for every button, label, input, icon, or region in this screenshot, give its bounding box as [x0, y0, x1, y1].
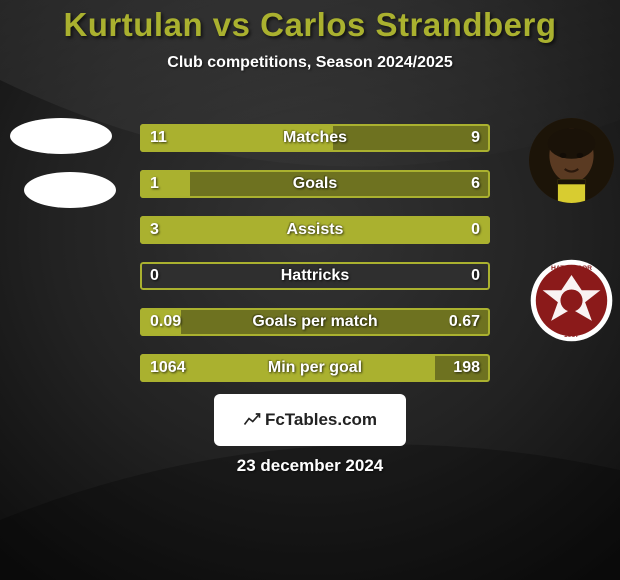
- bar-left-fill: [140, 308, 181, 336]
- bar-right-fill: [181, 308, 490, 336]
- stat-row: Matches119: [140, 124, 490, 152]
- stat-row: Min per goal1064198: [140, 354, 490, 382]
- bar-value-right: 0: [461, 262, 490, 290]
- date: 23 december 2024: [0, 456, 620, 476]
- stat-row: Goals per match0.090.67: [140, 308, 490, 336]
- bar-right-fill: [435, 354, 490, 382]
- bar-right-fill: [333, 124, 491, 152]
- bar-label: Hattricks: [140, 262, 490, 290]
- stat-row: Goals16: [140, 170, 490, 198]
- badge-text: FcTables.com: [265, 410, 377, 430]
- chart-icon: [243, 411, 261, 429]
- crest-name: HATAYSPOR: [551, 265, 592, 272]
- stat-row: Assists30: [140, 216, 490, 244]
- source-badge: FcTables.com: [214, 394, 406, 446]
- page-title: Kurtulan vs Carlos Strandberg: [0, 0, 620, 44]
- bar-value-left: 0: [140, 262, 169, 290]
- bar-right-fill: [190, 170, 490, 198]
- bar-left-fill: [140, 124, 333, 152]
- club-crest-right: HATAYSPOR 1967: [529, 258, 614, 343]
- bar-border: [140, 262, 490, 290]
- player-right-photo: [529, 118, 614, 203]
- bar-left-fill: [140, 354, 435, 382]
- stat-row: Hattricks0 0: [140, 262, 490, 290]
- bar-left-fill: [140, 170, 190, 198]
- crest-year: 1967: [564, 332, 579, 339]
- player-left-photo-top: [10, 118, 112, 154]
- stats-bars: Matches119 Goals16 Assists30 Hattricks0 0 Goa…: [140, 124, 490, 400]
- subtitle: Club competitions, Season 2024/2025: [0, 54, 620, 72]
- bar-left-fill: [140, 216, 490, 244]
- player-left-photo-bottom: [24, 172, 116, 208]
